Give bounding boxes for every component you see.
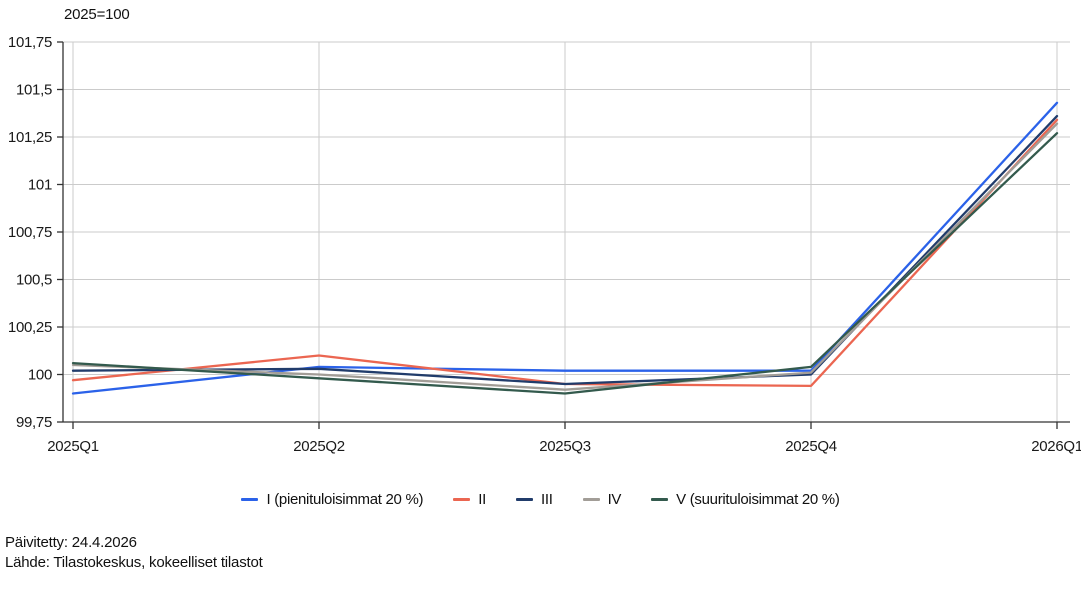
y-tick-label: 100,25	[8, 319, 52, 336]
x-tick-label: 2026Q1	[1031, 438, 1081, 455]
series-lines	[71, 101, 1059, 395]
x-tick-label: 2025Q3	[539, 438, 591, 455]
source-text: Lähde: Tilastokeskus, kokeelliset tilast…	[5, 554, 263, 571]
legend-swatch-V	[651, 497, 669, 501]
legend-item-V[interactable]: V (suurituloisimmat 20 %)	[651, 490, 840, 508]
x-tick-label: 2025Q2	[293, 438, 345, 455]
y-tick-label: 99,75	[16, 414, 52, 431]
legend-item-II[interactable]: II	[453, 491, 486, 508]
legend-swatch-II	[453, 497, 471, 501]
series-line-V	[71, 132, 1059, 395]
y-tick-label: 101,75	[8, 34, 52, 51]
y-tick-label: 101	[28, 177, 52, 194]
legend-item-III[interactable]: III	[515, 490, 553, 508]
chart-legend: I (pienituloisimmat 20 %) II III IV V (suuri…	[0, 487, 1081, 511]
legend-label-IV: IV	[607, 490, 622, 508]
y-tick-label: 100,5	[16, 272, 52, 289]
updated-text: Päivitetty: 24.4.2026	[5, 534, 137, 551]
y-tick-label: 101,25	[8, 129, 52, 146]
legend-swatch-III	[515, 497, 533, 501]
legend-swatch-I	[241, 497, 259, 501]
line-chart: 99,75 100 100,25 100,5 100,75 101 101,25 101,5 1…	[8, 34, 1081, 455]
y-tick-label: 101,5	[16, 82, 52, 99]
legend-label-I: I (pienituloisimmat 20 %)	[266, 490, 424, 508]
series-line-I	[71, 101, 1059, 395]
legend-label-II: II	[478, 490, 486, 508]
y-tick-label: 100	[28, 367, 52, 384]
y-tick-label: 100,75	[8, 224, 52, 241]
chart-footer: Päivitetty: 24.4.2026 Lähde: Tilastokesk…	[5, 533, 263, 573]
x-tick-label: 2025Q4	[785, 438, 837, 455]
chart-title: 2025=100	[64, 6, 130, 23]
axes: 99,75 100 100,25 100,5 100,75 101 101,25 101,5 1…	[8, 34, 1081, 455]
x-tick-label: 2025Q1	[47, 438, 99, 455]
legend-label-V: V (suurituloisimmat 20 %)	[676, 490, 840, 508]
legend-item-I[interactable]: I (pienituloisimmat 20 %)	[241, 490, 424, 508]
legend-item-IV[interactable]: IV	[582, 490, 622, 508]
legend-label-III: III	[540, 490, 553, 508]
legend-swatch-IV	[582, 497, 600, 501]
